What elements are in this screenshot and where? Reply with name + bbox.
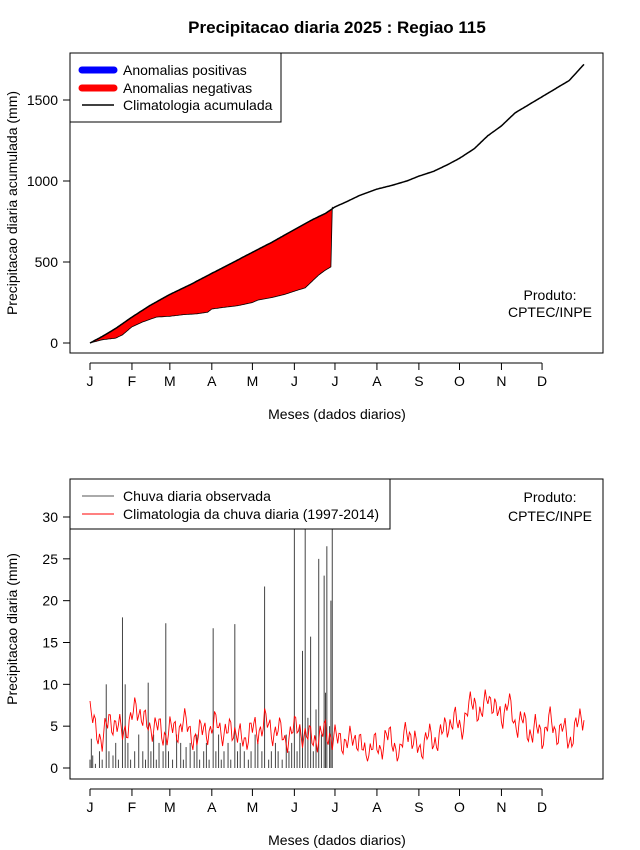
legend-box-top (69, 52, 282, 123)
x-tick-label-bottom: A (207, 799, 217, 815)
daily-panel: Meses (dados diarios) Precipitacao diari… (4, 478, 604, 848)
y-axis-label-top: Precipitacao diaria acumulada (mm) (4, 91, 20, 315)
y-tick-label-bottom: 20 (42, 593, 58, 609)
y-tick-label-top: 500 (35, 254, 59, 270)
legend-label-climatology-daily: Climatologia da chuva diaria (1997-2014) (123, 506, 379, 522)
x-tick-label-bottom: O (454, 799, 465, 815)
x-tick-label-top: J (331, 373, 338, 389)
x-tick-label-bottom: S (414, 799, 423, 815)
credit-line2-bottom: CPTEC/INPE (508, 508, 592, 524)
legend-label-positive: Anomalias positivas (123, 62, 247, 78)
x-tick-label-bottom: M (164, 799, 176, 815)
x-tick-label-bottom: D (537, 799, 547, 815)
climatology-daily-line (89, 689, 585, 762)
legend-bottom: Chuva diaria observada Climatologia da c… (69, 478, 391, 530)
y-tick-label-top: 1500 (27, 92, 58, 108)
y-tick-label-bottom: 25 (42, 551, 58, 567)
x-tick-label-top: A (372, 373, 382, 389)
y-tick-label-top: 0 (50, 335, 58, 351)
x-tick-label-bottom: J (291, 799, 298, 815)
legend-label-observed: Chuva diaria observada (123, 488, 271, 504)
y-tick-label-top: 1000 (27, 173, 58, 189)
legend-label-negative: Anomalias negativas (123, 80, 252, 96)
x-tick-label-bottom: J (331, 799, 338, 815)
x-tick-label-bottom: N (496, 799, 506, 815)
plot-box-top (69, 52, 604, 354)
x-tick-label-top: J (291, 373, 298, 389)
x-tick-label-top: N (496, 373, 506, 389)
credit-line1-bottom: Produto: (524, 489, 577, 505)
legend-top: Anomalias positivas Anomalias negativas … (69, 52, 282, 123)
x-tick-label-top: A (207, 373, 217, 389)
negative-anomaly-area (89, 206, 333, 344)
x-tick-label-top: O (454, 373, 465, 389)
x-tick-label-top: S (414, 373, 423, 389)
climatology-cumulative-line (89, 63, 585, 344)
chart-title: Precipitacao diaria 2025 : Regiao 115 (188, 18, 486, 37)
y-tick-label-bottom: 5 (50, 718, 58, 734)
legend-label-climatology: Climatologia acumulada (123, 97, 273, 113)
y-tick-label-bottom: 30 (42, 509, 58, 525)
x-tick-label-bottom: M (247, 799, 259, 815)
y-tick-label-bottom: 10 (42, 676, 58, 692)
y-tick-label-bottom: 15 (42, 635, 58, 651)
credit-line2-top: CPTEC/INPE (508, 304, 592, 320)
credit-line1-top: Produto: (524, 287, 577, 303)
cumulative-panel: Meses (dados diarios) Precipitacao diari… (4, 52, 604, 422)
x-axis-label-bottom: Meses (dados diarios) (268, 832, 406, 848)
y-tick-label-bottom: 0 (50, 760, 58, 776)
x-tick-label-top: M (247, 373, 259, 389)
x-tick-label-top: M (164, 373, 176, 389)
x-tick-label-top: D (537, 373, 547, 389)
x-tick-label-bottom: A (372, 799, 382, 815)
x-tick-label-top: J (87, 373, 94, 389)
y-axis-label-bottom: Precipitacao diaria (mm) (4, 553, 20, 705)
x-axis-label-top: Meses (dados diarios) (268, 406, 406, 422)
x-tick-label-top: F (128, 373, 137, 389)
legend-box-bottom (69, 478, 391, 530)
x-tick-label-bottom: J (87, 799, 94, 815)
x-tick-label-bottom: F (128, 799, 137, 815)
